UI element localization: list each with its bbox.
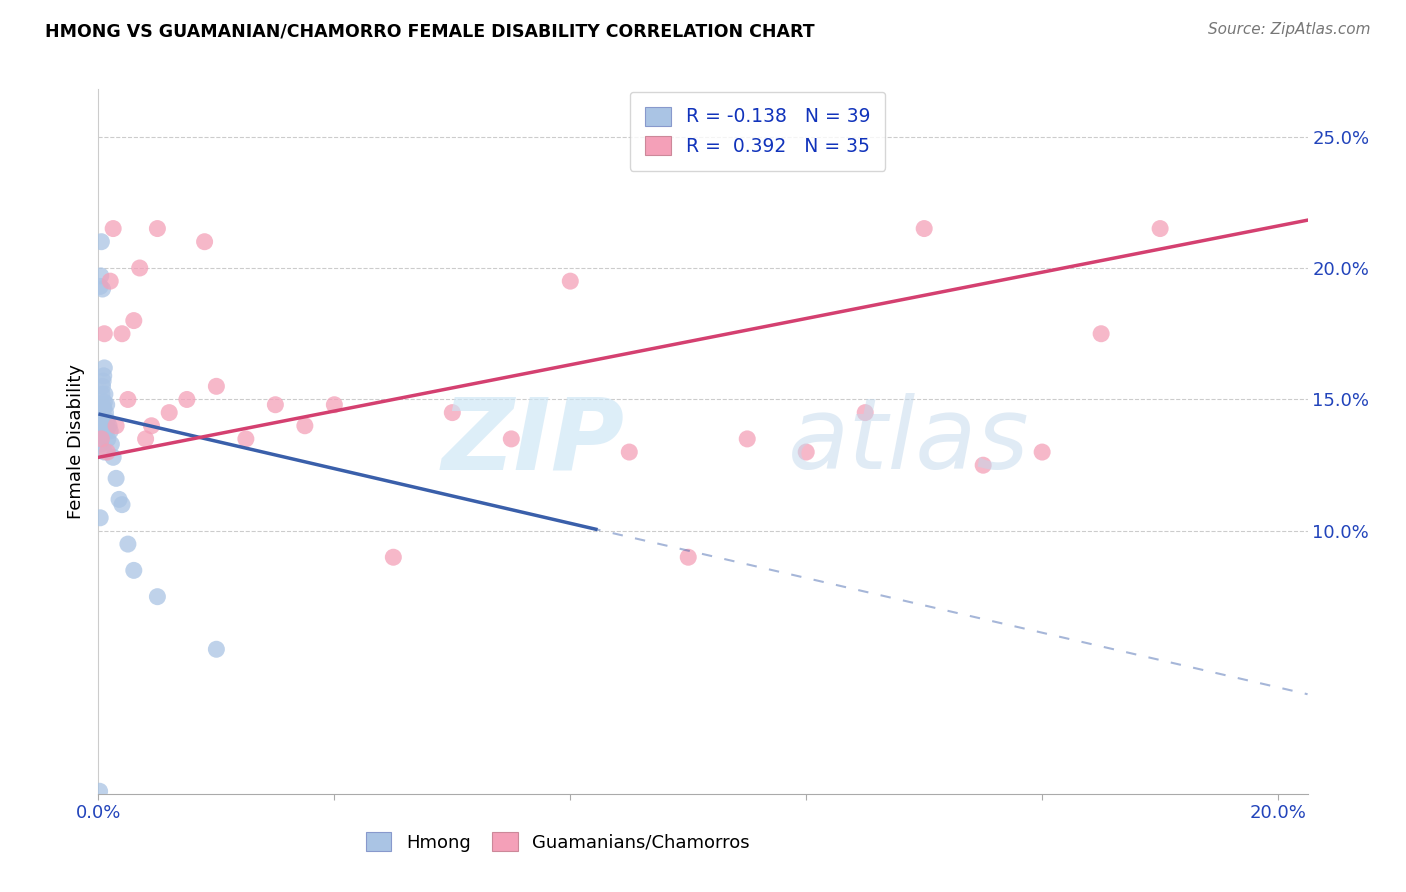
- Point: [117, 392, 139, 407]
- Text: Source: ZipAtlas.com: Source: ZipAtlas.com: [1208, 22, 1371, 37]
- Point: [111, 326, 134, 341]
- Point: [91, 387, 114, 401]
- Point: [101, 450, 124, 465]
- Point: [111, 498, 134, 512]
- Point: [90, 268, 112, 283]
- Point: [90, 429, 112, 443]
- Point: [105, 471, 128, 485]
- Point: [96, 445, 118, 459]
- Point: [1090, 326, 1112, 341]
- Point: [91, 406, 114, 420]
- Point: [1031, 445, 1053, 459]
- Point: [1149, 221, 1171, 235]
- Point: [91, 421, 114, 435]
- Legend: Hmong, Guamanians/Chamorros: Hmong, Guamanians/Chamorros: [359, 825, 756, 859]
- Point: [146, 221, 169, 235]
- Point: [91, 282, 114, 296]
- Text: atlas: atlas: [787, 393, 1029, 490]
- Point: [93, 401, 115, 415]
- Point: [108, 492, 131, 507]
- Point: [89, 784, 111, 798]
- Point: [97, 432, 120, 446]
- Point: [323, 398, 346, 412]
- Point: [93, 360, 115, 375]
- Point: [382, 550, 405, 565]
- Point: [972, 458, 994, 473]
- Point: [94, 424, 117, 438]
- Text: ZIP: ZIP: [441, 393, 624, 490]
- Point: [176, 392, 198, 407]
- Point: [146, 590, 169, 604]
- Point: [91, 410, 114, 425]
- Point: [441, 406, 464, 420]
- Point: [294, 418, 316, 433]
- Point: [141, 418, 163, 433]
- Point: [91, 374, 114, 388]
- Point: [853, 406, 876, 420]
- Point: [90, 437, 112, 451]
- Point: [89, 510, 111, 524]
- Point: [93, 395, 115, 409]
- Point: [98, 424, 121, 438]
- Point: [96, 413, 118, 427]
- Point: [794, 445, 817, 459]
- Point: [91, 379, 114, 393]
- Point: [93, 326, 115, 341]
- Point: [912, 221, 935, 235]
- Point: [264, 398, 287, 412]
- Point: [96, 398, 118, 412]
- Point: [93, 368, 115, 383]
- Point: [90, 235, 112, 249]
- Text: HMONG VS GUAMANIAN/CHAMORRO FEMALE DISABILITY CORRELATION CHART: HMONG VS GUAMANIAN/CHAMORRO FEMALE DISAB…: [45, 22, 814, 40]
- Point: [194, 235, 217, 249]
- Point: [135, 432, 157, 446]
- Point: [619, 445, 641, 459]
- Point: [100, 437, 122, 451]
- Point: [105, 418, 128, 433]
- Point: [94, 406, 117, 420]
- Point: [90, 398, 112, 412]
- Point: [157, 406, 180, 420]
- Point: [560, 274, 582, 288]
- Point: [205, 379, 228, 393]
- Point: [128, 260, 150, 275]
- Point: [93, 445, 115, 459]
- Point: [98, 418, 121, 433]
- Point: [235, 432, 257, 446]
- Point: [90, 432, 112, 446]
- Point: [98, 274, 121, 288]
- Point: [94, 387, 117, 401]
- Point: [122, 313, 145, 327]
- Point: [122, 563, 145, 577]
- Point: [94, 418, 117, 433]
- Point: [205, 642, 228, 657]
- Point: [89, 279, 111, 293]
- Point: [735, 432, 758, 446]
- Point: [91, 416, 114, 430]
- Point: [501, 432, 523, 446]
- Point: [678, 550, 700, 565]
- Point: [117, 537, 139, 551]
- Point: [101, 221, 124, 235]
- Y-axis label: Female Disability: Female Disability: [66, 364, 84, 519]
